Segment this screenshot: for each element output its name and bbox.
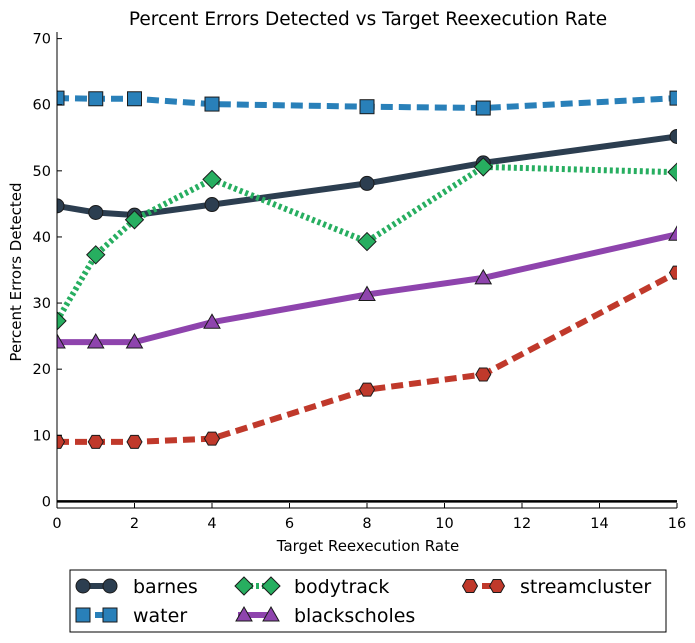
- legend-marker: [261, 576, 281, 596]
- x-tick-label: 12: [513, 516, 531, 532]
- point-blackscholes: [57, 333, 66, 349]
- legend-marker: [262, 605, 280, 622]
- series-line-barnes: [57, 133, 677, 219]
- y-tick-label: 70: [33, 32, 51, 48]
- point-blackscholes: [474, 268, 493, 285]
- legend-label: bodytrack: [294, 576, 389, 598]
- point-bodytrack: [57, 311, 67, 331]
- point-streamcluster: [203, 431, 221, 446]
- point-water: [88, 91, 104, 107]
- point-water: [127, 91, 142, 107]
- point-blackscholes: [358, 285, 376, 301]
- point-blackscholes: [125, 333, 144, 349]
- point-water: [57, 90, 65, 106]
- legend-marker: [488, 579, 506, 593]
- legend-marker: [102, 607, 118, 623]
- chart-title: Percent Errors Detected vs Target Reexec…: [129, 9, 607, 30]
- x-tick-label: 0: [52, 516, 61, 532]
- legend-marker: [75, 607, 91, 623]
- legend-label: blackscholes: [294, 605, 415, 627]
- point-bodytrack: [667, 162, 677, 182]
- legend-item-barnes: barnes: [75, 576, 198, 598]
- point-barnes: [204, 197, 220, 213]
- x-tick-label: 2: [130, 516, 139, 532]
- point-bodytrack: [357, 231, 377, 252]
- point-streamcluster: [87, 434, 104, 449]
- y-tick-label: 0: [42, 494, 51, 510]
- point-blackscholes: [86, 333, 105, 349]
- x-tick-label: 16: [668, 516, 686, 532]
- axes: 0 2 4 6 8 10 12 14 16 0 10 20 30 40 50 60 70: [33, 32, 687, 532]
- y-axis-label: Percent Errors Detected: [7, 182, 25, 361]
- point-streamcluster: [475, 367, 492, 382]
- legend-item-water: water: [75, 605, 187, 627]
- x-tick-label: 4: [207, 516, 216, 532]
- point-bodytrack: [86, 245, 106, 265]
- x-axis-label: Target Reexecution Rate: [276, 537, 459, 555]
- point-bodytrack: [202, 169, 222, 190]
- point-streamcluster: [358, 382, 376, 397]
- y-tick-label: 20: [33, 362, 51, 378]
- legend-marker: [234, 576, 254, 596]
- legend: barnes water bodytrack blackscholes streamcl…: [69, 569, 667, 633]
- y-tick-label: 60: [33, 98, 51, 114]
- point-blackscholes: [668, 225, 677, 241]
- x-tick-label: 10: [435, 516, 453, 532]
- point-barnes: [669, 128, 677, 144]
- y-tick-label: 10: [33, 428, 51, 444]
- point-water: [475, 100, 491, 116]
- x-tick-label: 8: [362, 516, 371, 532]
- legend-marker: [75, 578, 91, 594]
- legend-box: [69, 569, 667, 633]
- legend-label: streamcluster: [520, 576, 651, 598]
- point-water: [359, 99, 375, 115]
- point-blackscholes: [203, 313, 221, 329]
- point-water: [204, 96, 220, 112]
- point-bodytrack: [473, 157, 493, 177]
- legend-marker: [461, 579, 479, 593]
- point-barnes: [57, 198, 65, 214]
- y-tick-label: 50: [33, 164, 51, 180]
- legend-item-blackscholes: blackscholes: [235, 605, 415, 627]
- legend-marker: [102, 578, 118, 594]
- x-tick-label: 14: [590, 516, 608, 532]
- point-barnes: [88, 204, 104, 220]
- legend-item-streamcluster: streamcluster: [461, 576, 651, 598]
- point-water: [669, 90, 677, 106]
- legend-label: water: [133, 605, 187, 627]
- plot-area: [57, 90, 677, 503]
- y-tick-label: 40: [33, 230, 51, 246]
- point-bodytrack: [124, 210, 145, 230]
- x-tick-label: 6: [285, 516, 294, 532]
- point-barnes: [359, 175, 375, 191]
- point-streamcluster: [126, 434, 143, 449]
- legend-marker: [235, 605, 253, 622]
- legend-item-bodytrack: bodytrack: [234, 576, 389, 598]
- point-streamcluster: [668, 265, 677, 280]
- legend-label: barnes: [133, 576, 198, 598]
- y-tick-label: 30: [33, 296, 51, 312]
